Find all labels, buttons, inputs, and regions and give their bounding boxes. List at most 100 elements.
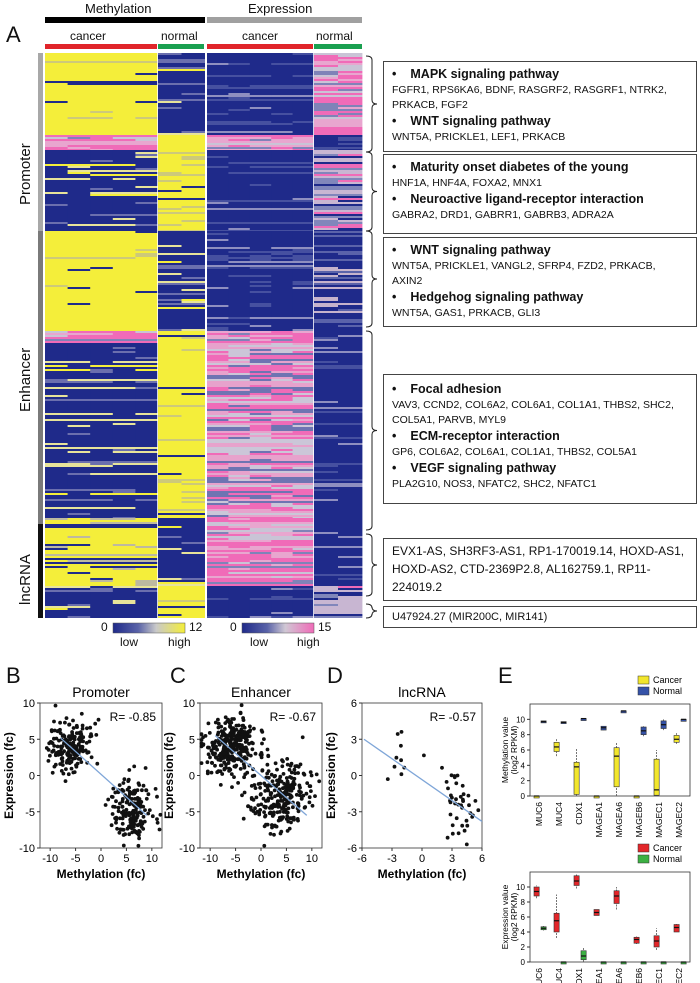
heatmap-cell bbox=[314, 475, 339, 477]
heatmap-cell bbox=[158, 319, 182, 321]
heatmap-cell bbox=[112, 99, 136, 101]
heatmap-cell bbox=[112, 463, 136, 465]
heatmap-cell bbox=[207, 230, 229, 231]
heatmap-cell bbox=[314, 313, 339, 315]
heatmap-cell bbox=[207, 335, 229, 337]
heatmap-cell bbox=[271, 413, 293, 415]
heatmap-cell bbox=[338, 241, 363, 243]
heatmap-cell bbox=[112, 491, 136, 493]
heatmap-cell bbox=[314, 526, 339, 528]
heatmap-cell bbox=[228, 220, 251, 222]
heatmap-cell bbox=[45, 493, 68, 495]
heatmap-cell bbox=[314, 200, 339, 202]
heatmap-cell bbox=[181, 395, 206, 397]
heatmap-cell bbox=[181, 247, 206, 249]
heatmap-cell bbox=[249, 463, 272, 465]
heatmap-cell bbox=[67, 526, 91, 528]
heatmap-cell bbox=[207, 339, 229, 341]
heatmap-cell bbox=[112, 393, 136, 395]
heatmap-cell bbox=[338, 311, 363, 313]
scatter-point bbox=[110, 795, 115, 799]
fit-line bbox=[59, 737, 148, 816]
heatmap-cell bbox=[67, 586, 91, 588]
heatmap-cell bbox=[181, 570, 206, 572]
heatmap-cell bbox=[271, 237, 293, 239]
heatmap-cell bbox=[45, 154, 68, 156]
heatmap-cell bbox=[45, 275, 68, 277]
heatmap-cell bbox=[338, 427, 363, 429]
heatmap-cell bbox=[158, 273, 182, 275]
heatmap-cell bbox=[338, 321, 363, 323]
heatmap-cell bbox=[135, 387, 159, 389]
scatter-point bbox=[444, 780, 449, 784]
heatmap-cell bbox=[135, 57, 159, 59]
heatmap-cell bbox=[45, 143, 68, 145]
heatmap-cell bbox=[67, 164, 91, 166]
heatmap-cell bbox=[249, 295, 272, 297]
heatmap-cell bbox=[45, 95, 68, 97]
heatmap-cell bbox=[112, 71, 136, 73]
heatmap-cell bbox=[338, 186, 363, 188]
heatmap-cell bbox=[271, 247, 293, 249]
heatmap-cell bbox=[314, 616, 339, 618]
heatmap-cell bbox=[249, 228, 272, 230]
heatmap-cell bbox=[181, 447, 206, 449]
scatter-point bbox=[281, 815, 285, 819]
heatmap-cell bbox=[181, 323, 206, 325]
heatmap-cell bbox=[45, 499, 68, 501]
heatmap-cell bbox=[158, 313, 182, 315]
scatter-point bbox=[399, 743, 403, 748]
scatter-point bbox=[135, 811, 140, 815]
heatmap-cell bbox=[90, 576, 114, 578]
heatmap-cell bbox=[292, 178, 315, 180]
heatmap-cell bbox=[249, 170, 272, 172]
heatmap-cell bbox=[67, 156, 91, 158]
heatmap-cell bbox=[112, 489, 136, 491]
heatmap-cell bbox=[249, 149, 272, 150]
heatmap-cell bbox=[135, 162, 159, 164]
heatmap-cell bbox=[207, 152, 229, 154]
x-axis-label: Methylation (fc) bbox=[217, 867, 306, 881]
heatmap-cell bbox=[158, 303, 182, 305]
heatmap-cell bbox=[181, 357, 206, 359]
heatmap-cell bbox=[228, 359, 251, 361]
lncrna-region-bar bbox=[38, 524, 43, 618]
heatmap-cell bbox=[90, 224, 114, 226]
heatmap-cell bbox=[67, 475, 91, 477]
heatmap-cell bbox=[67, 131, 91, 133]
heatmap-cell bbox=[67, 343, 91, 345]
heatmap-cell bbox=[135, 295, 159, 297]
scatter-point bbox=[141, 783, 146, 788]
heatmap-cell bbox=[314, 259, 339, 261]
heatmap-cell bbox=[112, 449, 136, 451]
heatmap-cell bbox=[249, 431, 272, 433]
heatmap-cell bbox=[228, 495, 251, 497]
heatmap-cell bbox=[228, 222, 251, 224]
scatter-point bbox=[205, 760, 210, 765]
heatmap-cell bbox=[338, 119, 363, 121]
heatmap-cell bbox=[90, 160, 114, 162]
heatmap-cell bbox=[45, 459, 68, 461]
heatmap-cell bbox=[90, 363, 114, 365]
heatmap-cell bbox=[292, 166, 315, 168]
heatmap-cell bbox=[271, 530, 293, 532]
heatmap-cell bbox=[314, 198, 339, 200]
heatmap-cell bbox=[271, 341, 293, 343]
heatmap-cell bbox=[181, 517, 206, 518]
heatmap-cell bbox=[292, 548, 315, 550]
scatter-point bbox=[296, 818, 300, 823]
heatmap-cell bbox=[90, 546, 114, 548]
heatmap-cell bbox=[271, 59, 293, 61]
scatter-point bbox=[127, 832, 132, 837]
heatmap-cell bbox=[112, 419, 136, 421]
heatmap-cell bbox=[67, 505, 91, 507]
heatmap-cell bbox=[249, 540, 272, 542]
heatmap-cell bbox=[271, 445, 293, 447]
heatmap-cell bbox=[249, 75, 272, 77]
heatmap-cell bbox=[207, 351, 229, 353]
heatmap-cell bbox=[90, 518, 114, 520]
heatmap-cell bbox=[228, 202, 251, 204]
heatmap-cell bbox=[90, 317, 114, 319]
heatmap-cell bbox=[249, 594, 272, 596]
heatmap-cell bbox=[249, 399, 272, 401]
